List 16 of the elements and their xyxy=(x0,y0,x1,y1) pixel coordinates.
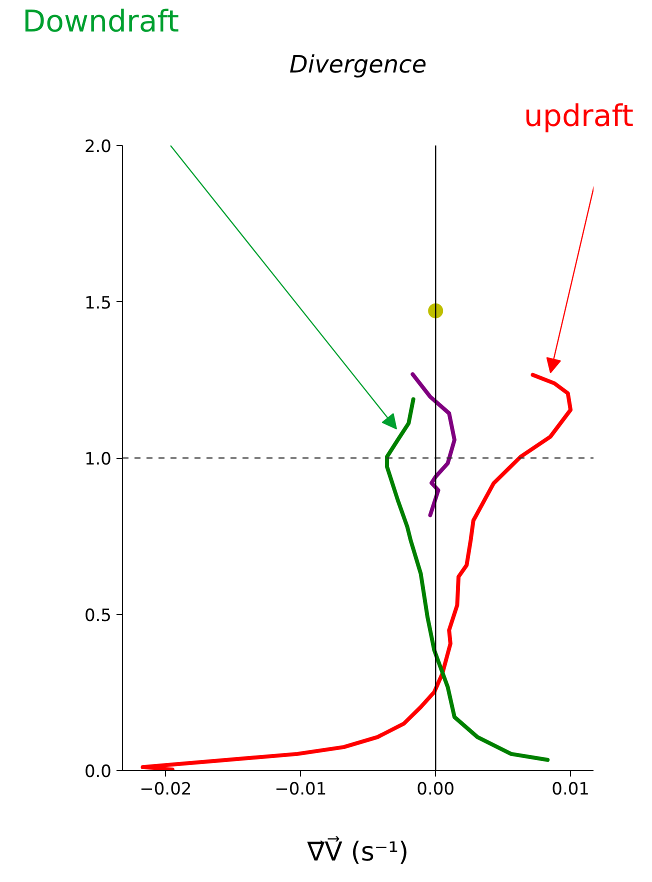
line-series xyxy=(140,372,573,770)
x-axis-title: ∇⃗V⃗ (s⁻¹) xyxy=(306,836,409,868)
x-tick-label: −0.01 xyxy=(274,780,327,800)
y-tick-label: 2.0 xyxy=(84,137,112,157)
text: updraft xyxy=(524,99,634,134)
y-tick-label: 0.5 xyxy=(84,606,112,626)
line-series xyxy=(385,397,550,762)
x-tick-label: 0.01 xyxy=(552,780,590,800)
y-tick-label: 0.0 xyxy=(84,762,112,782)
text: Downdraft xyxy=(22,4,180,40)
line-series xyxy=(410,372,456,518)
x-tick-label: −0.02 xyxy=(140,780,192,800)
chart-title: Divergence xyxy=(289,50,427,78)
x-tick-label: 0.00 xyxy=(416,780,455,800)
y-tick-label: 1.5 xyxy=(84,293,112,314)
y-tick-label: 1.0 xyxy=(84,450,112,470)
